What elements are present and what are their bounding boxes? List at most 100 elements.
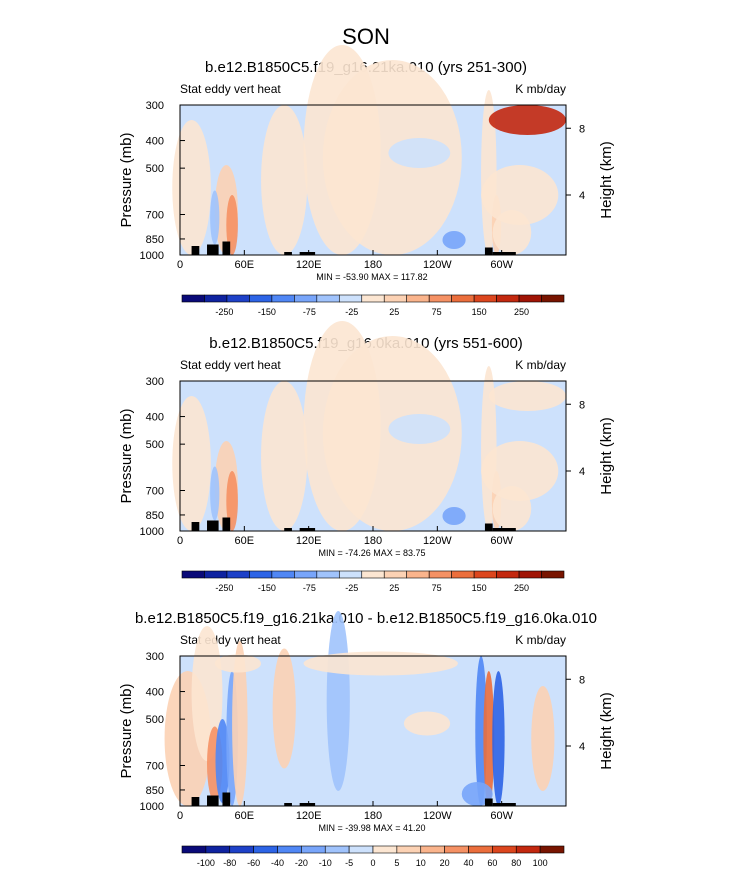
colorbar-label: -100 (197, 858, 215, 868)
field-contour (272, 648, 296, 769)
colorbar-swatch (249, 570, 273, 579)
colorbar-swatch (204, 294, 228, 303)
colorbar-swatch (226, 570, 250, 579)
topography-bar (484, 247, 493, 255)
colorbar-label: 75 (432, 307, 442, 317)
colorbar-swatch (301, 845, 326, 854)
colorbar-swatch (338, 294, 363, 303)
colorbar-swatch (361, 570, 385, 579)
topography-bar (222, 241, 231, 255)
y-tick-label: 850 (146, 510, 164, 522)
colorbar-swatch (496, 570, 520, 579)
y-tick-label: 700 (146, 486, 164, 498)
field-contour (210, 466, 220, 521)
chart-panel-3: b.e12.B1850C5.f19_g16.21ka.010 - b.e12.B… (118, 610, 615, 868)
colorbar-label: 25 (389, 583, 399, 593)
x-tick-label: 120E (296, 259, 322, 271)
topography-bar (284, 252, 292, 255)
field-contour (481, 441, 559, 501)
x-tick-label: 60W (490, 259, 513, 271)
colorbar-swatch (541, 294, 565, 303)
y2-axis-label: Height (km) (598, 692, 615, 770)
y-tick-label: 500 (146, 439, 164, 451)
field-contour (388, 414, 451, 444)
colorbar-swatch (204, 570, 228, 579)
y-tick-label: 400 (146, 687, 164, 699)
colorbar-label: 250 (514, 583, 529, 593)
y2-tick-label: 4 (579, 466, 585, 478)
colorbar-label: -25 (345, 307, 358, 317)
colorbar-swatch (253, 845, 278, 854)
colorbar-swatch (539, 845, 565, 854)
colorbar-swatch (428, 294, 452, 303)
colorbar-label: 250 (514, 307, 529, 317)
field-contour (492, 671, 505, 806)
topography-bar (492, 803, 516, 806)
y-tick-label: 700 (146, 761, 164, 773)
x-tick-label: 0 (177, 259, 183, 271)
field-contour (442, 231, 466, 249)
colorbar-swatch (294, 570, 318, 579)
min-max-stats: MIN = -74.26 MAX = 83.75 (318, 548, 425, 558)
min-max-stats: MIN = -53.90 MAX = 117.82 (316, 272, 427, 282)
x-tick-label: 120W (423, 259, 452, 271)
colorbar-swatch (496, 294, 520, 303)
topography-bar (191, 522, 200, 531)
y-tick-label: 700 (146, 210, 164, 222)
y-tick-label: 400 (146, 136, 164, 148)
x-tick-label: 180 (364, 259, 382, 271)
field-contour (483, 671, 495, 806)
colorbar-label: -60 (247, 858, 260, 868)
y-tick-label: 300 (146, 651, 164, 663)
chart-panel-1: b.e12.B1850C5.f19_g16.21ka.010 (yrs 251-… (118, 45, 615, 317)
colorbar-swatch (492, 845, 517, 854)
colorbar-swatch (361, 294, 385, 303)
colorbar-label: 60 (487, 858, 497, 868)
field-contour (403, 711, 451, 736)
topography-bar (299, 252, 316, 255)
topography-bar (222, 517, 231, 531)
field-contour (214, 654, 262, 673)
colorbar-swatch (473, 570, 497, 579)
colorbar-swatch (541, 570, 565, 579)
colorbar-label: 20 (440, 858, 450, 868)
colorbar-label: 75 (432, 583, 442, 593)
colorbar-label: -40 (271, 858, 284, 868)
topography-bar (191, 797, 200, 806)
y-axis-label: Pressure (mb) (118, 408, 135, 503)
colorbar-swatch (372, 845, 398, 854)
colorbar-label: -20 (295, 858, 308, 868)
x-tick-label: 180 (364, 535, 382, 547)
field-contour (488, 105, 566, 135)
colorbar-swatch (338, 570, 363, 579)
colorbar-swatch (406, 570, 430, 579)
topography-bar (492, 528, 516, 531)
topography-bar (299, 528, 316, 531)
colorbar-swatch (181, 570, 205, 579)
panel-left-label: Stat eddy vert heat (180, 633, 281, 647)
topography-bar (299, 803, 316, 806)
topography-bar (207, 795, 219, 806)
field-contour (172, 120, 211, 255)
y2-tick-label: 8 (579, 399, 585, 411)
colorbar-swatch (518, 570, 542, 579)
x-tick-label: 60E (235, 810, 255, 822)
colorbar-swatch (518, 294, 542, 303)
y2-tick-label: 4 (579, 741, 585, 753)
colorbar-label: -150 (258, 583, 276, 593)
colorbar-swatch (316, 294, 340, 303)
field-contour (261, 105, 308, 255)
panel-left-label: Stat eddy vert heat (180, 358, 281, 372)
colorbar-label: 10 (416, 858, 426, 868)
topography-bar (191, 246, 200, 255)
colorbar-label: -75 (303, 307, 316, 317)
y2-tick-label: 4 (579, 190, 585, 202)
colorbar-swatch (181, 294, 205, 303)
colorbar-swatch (383, 294, 408, 303)
colorbar-swatch (181, 845, 207, 854)
field-contour (210, 190, 220, 245)
field-contour (232, 641, 248, 806)
x-tick-label: 60E (235, 535, 255, 547)
colorbar-swatch (428, 570, 452, 579)
